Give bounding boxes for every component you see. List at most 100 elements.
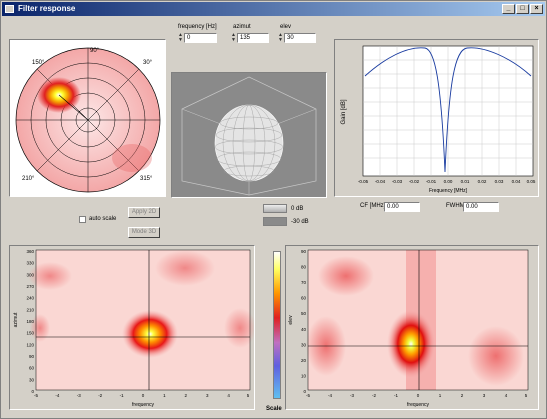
app-icon [5,5,14,13]
azimut-frequency-map[interactable]: 360 330 300 270 240 210 180 150 120 90 6… [9,245,255,410]
response-x-tick: 0.02 [478,179,487,184]
left-map-y-tick: 240 [26,296,34,301]
right-map-x-tick: 0 [417,393,420,398]
left-map-y-tick: 60 [29,366,35,371]
color-legend-low-label: -30 dB [291,219,309,225]
azimut-field[interactable]: 135 [237,33,269,43]
3d-mesh [214,104,284,182]
color-legend-high-label: 0 dB [291,206,304,212]
right-map-x-tick: -4 [328,393,332,398]
left-map-y-tick: 210 [26,307,34,312]
frequency-field[interactable]: 0 [184,33,217,43]
left-map-y-tick: 30 [29,377,35,382]
response-y-label: Gain [dB] [341,99,347,124]
right-map-x-tick: -2 [372,393,376,398]
response-x-tick: 0.05 [527,179,536,184]
elev-label: elev [280,24,292,30]
left-map-x-tick: -4 [55,393,59,398]
left-map-y-tick: 180 [26,319,34,324]
frequency-response-plot[interactable]: Gain [dB] -0.05 -0.04 -0.03 -0.02 -0.01 … [334,39,539,197]
3d-view[interactable] [171,72,327,198]
left-map-x-tick: 5 [247,393,250,398]
left-map-y-tick: 360 [26,249,34,254]
apply-2d-button[interactable]: Apply 2D [128,207,160,218]
auto-scale-checkbox[interactable] [79,216,86,223]
response-x-tick: -0.02 [409,179,420,184]
polar-label-150: 150° [32,60,45,66]
response-x-tick: -0.03 [392,179,403,184]
response-x-tick: 0.03 [495,179,504,184]
elev-frequency-map[interactable]: 90 80 70 60 50 40 30 20 10 0 -5 -4 -3 -2… [285,245,539,410]
auto-scale-label: auto scale [89,216,117,222]
left-map-x-tick: 1 [163,393,166,398]
left-map-x-tick: -3 [77,393,81,398]
right-map-y-tick: 50 [301,311,307,316]
left-map-y-tick: 300 [26,272,34,277]
left-map-x-tick: -1 [120,393,124,398]
right-map-y-tick: 40 [301,327,307,332]
right-map-y-tick: 0 [303,389,306,394]
color-legend-low [263,217,287,226]
left-map-y-tick: 120 [26,342,34,347]
right-map-x-tick: -1 [394,393,398,398]
right-map-x-tick: 2 [461,393,464,398]
color-legend-high [263,204,287,213]
right-map-x-tick: 5 [525,393,528,398]
right-map-y-tick: 20 [301,358,307,363]
cf-label: CF [MHz] [360,203,386,209]
right-map-y-label: elev [288,315,294,325]
close-button[interactable]: × [530,4,543,14]
right-map-x-tick: 3 [483,393,486,398]
fwhm-label: FWHM [446,203,465,209]
mode-3d-button[interactable]: Mode 3D [128,227,160,238]
right-map-y-tick: 90 [301,249,307,254]
left-map-y-tick: 270 [26,284,34,289]
response-x-tick: -0.05 [358,179,369,184]
right-map-x-tick: 4 [505,393,508,398]
polar-label-90: 90° [90,48,100,54]
right-map-x-tick: -3 [350,393,354,398]
left-map-x-tick: -5 [34,393,38,398]
response-x-tick: -0.04 [375,179,386,184]
elev-spinner-icon[interactable]: ▲ ▼ [278,32,283,43]
scale-label: Scale [266,406,282,412]
polar-plot[interactable]: 150° 90° 30° 210° 315° [9,39,166,197]
left-map-y-tick: 330 [26,261,34,266]
response-x-tick: 0.00 [444,179,453,184]
polar-label-210: 210° [22,176,35,182]
cf-field: 0.00 [384,202,420,212]
maximize-button[interactable]: □ [516,4,529,14]
right-map-y-tick: 60 [301,296,307,301]
azimut-label: azimut [233,24,251,30]
frequency-spinner-icon[interactable]: ▲ ▼ [178,32,183,43]
left-map-y-tick: 0 [31,389,34,394]
right-map-x-tick: -5 [306,393,310,398]
right-map-y-tick: 80 [301,265,307,270]
right-map-x-tick: 1 [439,393,442,398]
left-map-x-tick: 4 [227,393,230,398]
left-map-x-tick: 0 [142,393,145,398]
left-map-x-tick: -2 [98,393,102,398]
polar-label-30: 30° [143,60,153,66]
right-map-x-label: frequency [407,402,429,408]
minimize-button[interactable]: _ [502,4,515,14]
response-x-tick: -0.01 [426,179,437,184]
left-map-y-tick: 90 [29,354,35,359]
response-x-tick: 0.01 [461,179,470,184]
elev-field[interactable]: 30 [284,33,316,43]
response-x-tick: 0.04 [512,179,521,184]
left-map-y-label: azimut [13,312,19,327]
right-map-y-tick: 70 [301,280,307,285]
left-map-y-tick: 150 [26,331,34,336]
fwhm-field: 0.00 [463,202,499,212]
polar-label-315: 315° [140,176,153,182]
title-bar[interactable]: Filter response _ □ × [2,2,545,16]
azimut-spinner-icon[interactable]: ▲ ▼ [231,32,236,43]
left-map-x-label: frequency [132,402,154,408]
window-title: Filter response [18,4,76,13]
response-curve [364,47,532,173]
right-map-y-tick: 10 [301,373,307,378]
frequency-label: frequency [Hz] [178,24,217,30]
colorbar [273,251,281,399]
